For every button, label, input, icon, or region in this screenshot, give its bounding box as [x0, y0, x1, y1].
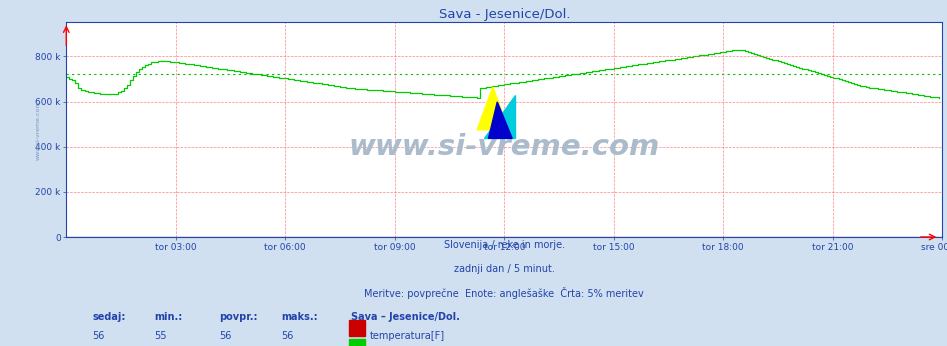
Text: temperatura[F]: temperatura[F] [370, 331, 445, 342]
Text: 56: 56 [93, 331, 105, 342]
Title: Sava - Jesenice/Dol.: Sava - Jesenice/Dol. [438, 8, 570, 21]
Text: 56: 56 [220, 331, 232, 342]
FancyBboxPatch shape [349, 320, 365, 336]
Polygon shape [484, 95, 515, 138]
Polygon shape [477, 87, 509, 130]
Text: maks.:: maks.: [281, 312, 317, 322]
Text: Slovenija / reke in morje.: Slovenija / reke in morje. [444, 240, 564, 250]
Text: 56: 56 [281, 331, 294, 342]
Text: min.:: min.: [154, 312, 182, 322]
Text: Meritve: povprečne  Enote: anglešaške  Črta: 5% meritev: Meritve: povprečne Enote: anglešaške Črt… [365, 288, 644, 299]
Text: sedaj:: sedaj: [93, 312, 126, 322]
Text: povpr.:: povpr.: [220, 312, 259, 322]
FancyBboxPatch shape [349, 339, 365, 346]
Text: 55: 55 [154, 331, 167, 342]
Text: www.si-vreme.com: www.si-vreme.com [36, 100, 41, 160]
Text: www.si-vreme.com: www.si-vreme.com [348, 133, 660, 161]
Polygon shape [489, 102, 512, 138]
Text: zadnji dan / 5 minut.: zadnji dan / 5 minut. [454, 264, 555, 274]
Text: Sava – Jesenice/Dol.: Sava – Jesenice/Dol. [351, 312, 460, 322]
